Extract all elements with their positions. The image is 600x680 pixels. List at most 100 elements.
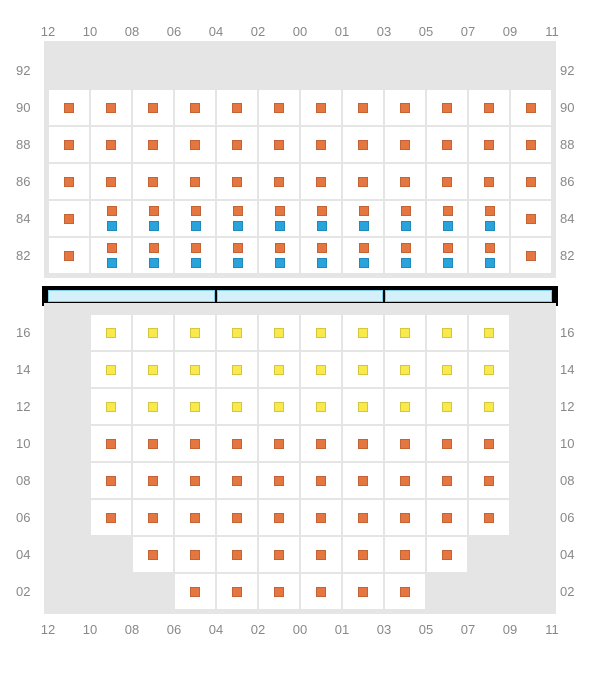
seat-cell[interactable] xyxy=(384,314,426,351)
seat-cell[interactable] xyxy=(426,126,468,163)
seat-cell[interactable] xyxy=(258,499,300,536)
seat-cell[interactable] xyxy=(300,314,342,351)
seat-cell[interactable] xyxy=(384,163,426,200)
seat-cell[interactable] xyxy=(174,462,216,499)
seat-cell[interactable] xyxy=(216,126,258,163)
seat-cell[interactable] xyxy=(468,200,510,237)
seat-cell[interactable] xyxy=(216,351,258,388)
seat-cell[interactable] xyxy=(258,126,300,163)
seat-cell[interactable] xyxy=(342,200,384,237)
seat-cell[interactable] xyxy=(468,388,510,425)
seat-cell[interactable] xyxy=(90,388,132,425)
seat-cell[interactable] xyxy=(384,536,426,573)
seat-cell[interactable] xyxy=(300,425,342,462)
seat-cell[interactable] xyxy=(468,237,510,274)
seat-cell[interactable] xyxy=(132,462,174,499)
seat-cell[interactable] xyxy=(468,351,510,388)
seat-cell[interactable] xyxy=(258,237,300,274)
seat-cell[interactable] xyxy=(258,573,300,610)
seat-cell[interactable] xyxy=(384,89,426,126)
seat-cell[interactable] xyxy=(258,89,300,126)
seat-cell[interactable] xyxy=(216,462,258,499)
seat-cell[interactable] xyxy=(216,200,258,237)
seat-cell[interactable] xyxy=(90,462,132,499)
seat-cell[interactable] xyxy=(216,388,258,425)
seat-cell[interactable] xyxy=(174,163,216,200)
seat-cell[interactable] xyxy=(300,237,342,274)
seat-cell[interactable] xyxy=(258,163,300,200)
seat-cell[interactable] xyxy=(468,314,510,351)
seat-cell[interactable] xyxy=(426,200,468,237)
seat-cell[interactable] xyxy=(174,200,216,237)
seat-cell[interactable] xyxy=(510,89,552,126)
seat-cell[interactable] xyxy=(90,425,132,462)
seat-cell[interactable] xyxy=(384,126,426,163)
seat-cell[interactable] xyxy=(258,200,300,237)
seat-cell[interactable] xyxy=(342,314,384,351)
seat-cell[interactable] xyxy=(174,314,216,351)
seat-cell[interactable] xyxy=(216,237,258,274)
seat-cell[interactable] xyxy=(90,200,132,237)
seat-cell[interactable] xyxy=(48,200,90,237)
seat-cell[interactable] xyxy=(132,163,174,200)
seat-cell[interactable] xyxy=(468,499,510,536)
seat-cell[interactable] xyxy=(300,351,342,388)
seat-cell[interactable] xyxy=(48,126,90,163)
seat-cell[interactable] xyxy=(258,425,300,462)
seat-cell[interactable] xyxy=(258,351,300,388)
seat-cell[interactable] xyxy=(342,536,384,573)
seat-cell[interactable] xyxy=(426,462,468,499)
seat-cell[interactable] xyxy=(510,126,552,163)
seat-cell[interactable] xyxy=(384,462,426,499)
seat-cell[interactable] xyxy=(48,89,90,126)
seat-cell[interactable] xyxy=(300,462,342,499)
seat-cell[interactable] xyxy=(258,314,300,351)
seat-cell[interactable] xyxy=(300,163,342,200)
seat-cell[interactable] xyxy=(216,425,258,462)
seat-cell[interactable] xyxy=(48,163,90,200)
seat-cell[interactable] xyxy=(174,573,216,610)
seat-cell[interactable] xyxy=(300,388,342,425)
seat-cell[interactable] xyxy=(426,237,468,274)
seat-cell[interactable] xyxy=(90,237,132,274)
seat-cell[interactable] xyxy=(342,89,384,126)
seat-cell[interactable] xyxy=(90,499,132,536)
seat-cell[interactable] xyxy=(216,499,258,536)
seat-cell[interactable] xyxy=(468,89,510,126)
seat-cell[interactable] xyxy=(90,351,132,388)
seat-cell[interactable] xyxy=(216,536,258,573)
seat-cell[interactable] xyxy=(300,573,342,610)
seat-cell[interactable] xyxy=(132,536,174,573)
seat-cell[interactable] xyxy=(342,126,384,163)
seat-cell[interactable] xyxy=(426,351,468,388)
seat-cell[interactable] xyxy=(174,425,216,462)
seat-cell[interactable] xyxy=(216,314,258,351)
seat-cell[interactable] xyxy=(132,388,174,425)
seat-cell[interactable] xyxy=(132,499,174,536)
seat-cell[interactable] xyxy=(132,89,174,126)
seat-cell[interactable] xyxy=(174,499,216,536)
seat-cell[interactable] xyxy=(216,163,258,200)
seat-cell[interactable] xyxy=(342,462,384,499)
seat-cell[interactable] xyxy=(426,89,468,126)
seat-cell[interactable] xyxy=(384,573,426,610)
seat-cell[interactable] xyxy=(468,425,510,462)
seat-cell[interactable] xyxy=(468,163,510,200)
seat-cell[interactable] xyxy=(426,314,468,351)
seat-cell[interactable] xyxy=(300,536,342,573)
seat-cell[interactable] xyxy=(510,200,552,237)
seat-cell[interactable] xyxy=(342,425,384,462)
seat-cell[interactable] xyxy=(426,388,468,425)
seat-cell[interactable] xyxy=(426,425,468,462)
seat-cell[interactable] xyxy=(132,314,174,351)
seat-cell[interactable] xyxy=(342,388,384,425)
seat-cell[interactable] xyxy=(342,499,384,536)
seat-cell[interactable] xyxy=(384,499,426,536)
seat-cell[interactable] xyxy=(384,200,426,237)
seat-cell[interactable] xyxy=(258,388,300,425)
seat-cell[interactable] xyxy=(300,499,342,536)
seat-cell[interactable] xyxy=(90,126,132,163)
seat-cell[interactable] xyxy=(342,163,384,200)
seat-cell[interactable] xyxy=(300,89,342,126)
seat-cell[interactable] xyxy=(342,351,384,388)
